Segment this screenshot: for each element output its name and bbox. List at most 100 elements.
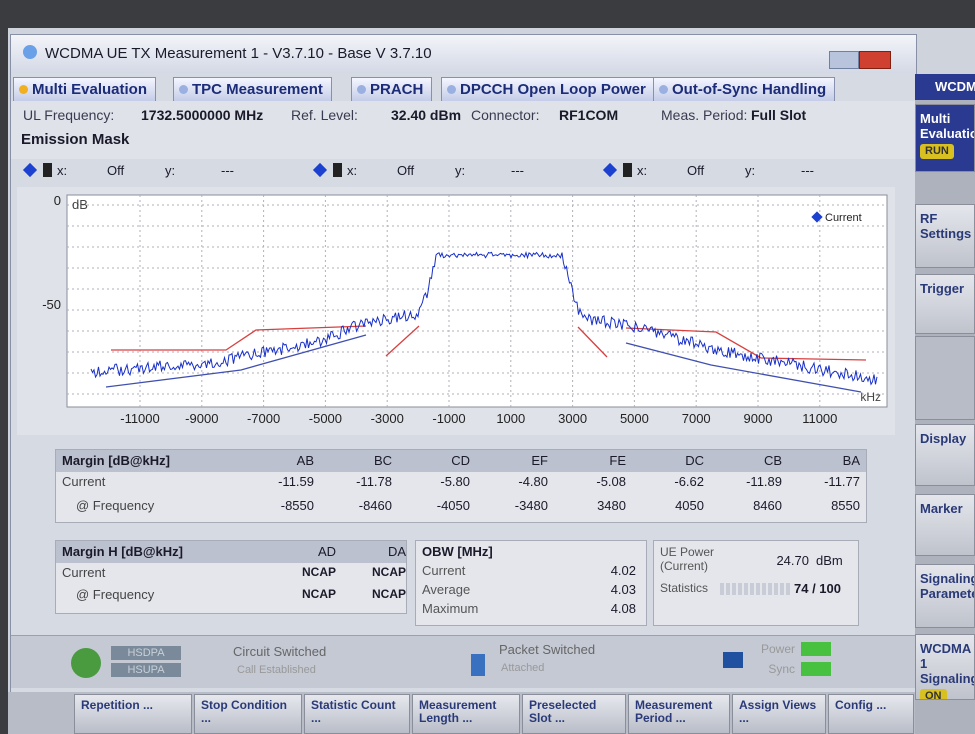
tab[interactable]: TPC Measurement: [173, 77, 332, 101]
softkey[interactable]: Config ...: [828, 694, 914, 734]
minimize-button[interactable]: [829, 51, 859, 69]
cell: -4.80: [518, 474, 548, 489]
circuit-state: Call Established: [237, 664, 316, 676]
info-connector: RF1COM: [559, 107, 619, 123]
marker-bar: x: Off y: --- x: Off y: --- x: Off y: ---: [11, 159, 916, 185]
column-header: BA: [842, 453, 860, 468]
power-indicator: [801, 642, 831, 656]
softkey[interactable]: Repetition ...: [74, 694, 192, 734]
marker-y-label: y:: [745, 163, 756, 178]
column-header: CD: [451, 453, 470, 468]
table-header-bg: [56, 450, 866, 472]
sidebar-blank: [915, 336, 975, 420]
app-icon: [23, 45, 37, 59]
sidebar-button[interactable]: Signaling Parameter: [915, 564, 975, 628]
margin-h-table: Margin H [dB@kHz] AD DA Current NCAP NCAP @ Fr…: [55, 540, 407, 614]
cell: -11.78: [356, 474, 392, 489]
cell: 4.03: [610, 582, 636, 597]
cell: -5.08: [596, 474, 626, 489]
circuit-switched: Circuit Switched: [233, 644, 327, 659]
packet-state: Attached: [501, 662, 545, 674]
cell: -11.77: [824, 474, 860, 489]
marker-flag: [43, 163, 52, 177]
tab[interactable]: DPCCH Open Loop Power: [441, 77, 655, 101]
row-label: Current: [62, 565, 106, 580]
cell: -8550: [280, 498, 314, 513]
softkey[interactable]: Measurement Length ...: [412, 694, 520, 734]
packet-icon: [471, 654, 485, 676]
cell: NCAP: [371, 587, 406, 601]
signal-icon: [71, 648, 101, 678]
softkey-bar: Repetition ... Stop Condition ... Statisti…: [8, 692, 915, 734]
ue-power-value: 24.70: [776, 553, 809, 568]
mask-line: [385, 325, 420, 357]
cell: 8460: [753, 498, 782, 513]
softkey[interactable]: Stop Condition ...: [194, 694, 302, 734]
marker-y: ---: [511, 163, 524, 178]
column-header: BC: [373, 453, 392, 468]
softkey[interactable]: Preselected Slot ...: [522, 694, 626, 734]
statistics-label: Statistics: [660, 581, 709, 595]
sidebar-button[interactable]: RF Settings: [915, 204, 975, 268]
statistics-bar: [720, 583, 790, 595]
marker-flag: [333, 163, 342, 177]
tab-bar: Multi Evaluation TPC Measurement PRACH DPCC…: [13, 77, 913, 101]
sidebar-button[interactable]: Display: [915, 424, 975, 486]
x-tick-label: 9000: [744, 411, 773, 426]
sidebar: WCDMA Multi Evaluation RUN RF Settings Trigg…: [915, 74, 975, 734]
marker-x: Off: [687, 163, 705, 178]
marker-y-label: y:: [455, 163, 466, 178]
cell: -5.80: [440, 474, 470, 489]
tab[interactable]: PRACH: [351, 77, 433, 101]
x-tick-label: -11000: [120, 411, 160, 426]
sidebar-button[interactable]: Multi Evaluation RUN: [915, 104, 975, 172]
spectrum-trace: [90, 250, 878, 386]
close-button[interactable]: [859, 51, 891, 69]
marker-x: Off: [397, 163, 415, 178]
tab[interactable]: Out-of-Sync Handling: [653, 77, 836, 101]
sidebar-label: RF Settings: [920, 211, 972, 241]
marker-x: Off: [107, 163, 125, 178]
x-tick-label: -9000: [185, 411, 218, 426]
x-tick-label: -5000: [309, 411, 342, 426]
average-line: [105, 334, 367, 388]
table-header-bg: [56, 541, 406, 563]
cell: NCAP: [371, 565, 406, 579]
cell: -3480: [514, 498, 548, 513]
packet-switched: Packet Switched: [499, 642, 596, 657]
sidebar-label: Multi Evaluation: [920, 111, 974, 141]
status-bar: HSDPA HSUPA Circuit Switched Call Establish…: [11, 635, 916, 688]
info-ul-frequency-label: UL Frequency:: [23, 107, 115, 123]
table-title: Margin [dB@kHz]: [62, 453, 171, 468]
sidebar-button[interactable]: Marker: [915, 494, 975, 556]
marker-y: ---: [801, 163, 814, 178]
statistics-value: 74 / 100: [794, 581, 841, 596]
table-title: Margin H [dB@kHz]: [62, 544, 184, 559]
view-title: Emission Mask: [21, 131, 130, 148]
column-header: AD: [317, 544, 336, 559]
monitor-icon: [723, 652, 743, 668]
cell: 3480: [597, 498, 626, 513]
softkey[interactable]: Statistic Count ...: [304, 694, 410, 734]
sidebar-button[interactable]: WCDMA 1 Signaling ON: [915, 634, 975, 700]
column-header: EF: [531, 453, 548, 468]
softkey[interactable]: Assign Views ...: [732, 694, 826, 734]
column-header: DC: [685, 453, 704, 468]
info-bar: UL Frequency: 1732.5000000 MHz Ref. Level:…: [11, 101, 916, 159]
marker-x-label: x:: [347, 163, 358, 178]
cell: 4050: [675, 498, 704, 513]
cell: NCAP: [301, 587, 336, 601]
cell: 4.08: [610, 601, 636, 616]
tab[interactable]: Multi Evaluation: [13, 77, 157, 101]
sidebar-header: WCDMA: [915, 74, 975, 100]
margin-table: Margin [dB@kHz] AB BC CD EF FE DC CB BA Current -1…: [55, 449, 867, 523]
row-label: Current: [62, 474, 106, 489]
mask-line: [577, 326, 608, 358]
marker-x-label: x:: [57, 163, 68, 178]
cell: NCAP: [301, 565, 336, 579]
average-line: [625, 342, 862, 393]
softkey[interactable]: Measurement Period ...: [628, 694, 730, 734]
sidebar-button[interactable]: Trigger: [915, 274, 975, 334]
window: WCDMA UE TX Measurement 1 - V3.7.10 - Ba…: [10, 34, 917, 696]
